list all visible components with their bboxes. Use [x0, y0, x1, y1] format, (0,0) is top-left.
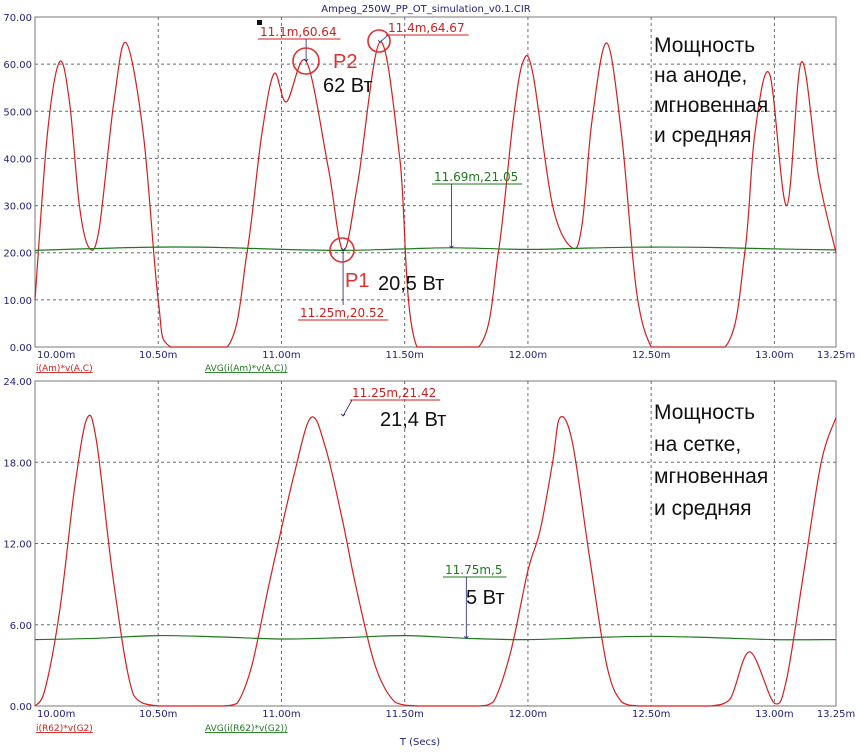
cursor-readout: 11.75m,5: [445, 563, 503, 577]
x-tick-label: 10.50m: [139, 709, 177, 720]
instant-power-series: [34, 414, 837, 707]
panel-description-line: Мощность: [654, 34, 755, 57]
y-tick-label: 70.00: [3, 13, 32, 24]
x-axis-label: T (Secs): [399, 737, 440, 748]
x-tick-label: 13.00m: [755, 709, 793, 720]
power-annotation: 21,4 Вт: [380, 409, 446, 431]
cursor-readout: 11.4m,64.67: [388, 21, 465, 35]
power-annotation: P1: [345, 270, 369, 292]
x-tick-label: 10.00m: [37, 709, 75, 720]
x-tick-label: 11.50m: [386, 350, 424, 361]
y-tick-label: 20.00: [3, 249, 32, 260]
highlight-circle: [329, 237, 355, 263]
y-tick-label: 40.00: [3, 154, 32, 165]
y-tick-label: 60.00: [3, 60, 32, 71]
x-tick-label: 12.50m: [632, 350, 670, 361]
average-power-series: [34, 246, 837, 252]
x-tick-label: 11.00m: [262, 709, 300, 720]
cursor-leader: [342, 399, 353, 417]
y-tick-label: 0.00: [10, 702, 32, 713]
cursor-point[interactable]: [449, 245, 454, 249]
y-tick-label: 18.00: [3, 458, 32, 469]
cursor-point[interactable]: [303, 58, 309, 62]
legend-entry[interactable]: AVG(i(Am)*v(A,C)): [205, 364, 287, 374]
x-tick-label: 10.50m: [139, 350, 177, 361]
panel-description-line: и средняя: [654, 124, 752, 147]
legend-entry[interactable]: i(Am)*v(A,C): [36, 364, 93, 374]
power-annotation: 20,5 Вт: [378, 273, 444, 295]
y-tick-label: 24.00: [3, 377, 32, 388]
cursor-point[interactable]: [464, 636, 469, 639]
panel-description-line: и средняя: [654, 497, 752, 520]
grid-power-panel: 0.00 6.00 12.00 18.00 24.00 10.00m 10.50m 11.00…: [3, 377, 855, 734]
panel-description-line: на аноде,: [654, 64, 747, 87]
y-tick-label: 0.00: [10, 343, 32, 354]
cursor-point[interactable]: [377, 39, 383, 43]
cursor-readout: 11.1m,60.64: [260, 25, 337, 39]
anode-power-panel: 0.00 10.00 20.00 30.00 40.00 50.00 60.00 70.00 1…: [3, 13, 855, 374]
panel-description-line: на сетке,: [654, 433, 741, 456]
power-annotation: 5 Вт: [466, 587, 505, 609]
x-tick-label: 10.00m: [37, 350, 75, 361]
chart-title: Ampeg_250W_PP_OT_simulation_v0.1.CIR: [321, 4, 531, 15]
x-tick-label: 12.00m: [509, 350, 547, 361]
y-tick-label: 30.00: [3, 202, 32, 213]
y-tick-label: 6.00: [10, 621, 32, 632]
cursor-readout: 11.25m,21.42: [352, 386, 436, 400]
x-tick-label: 12.00m: [509, 709, 547, 720]
x-tick-label: 13.00m: [755, 350, 793, 361]
y-tick-label: 50.00: [3, 107, 32, 118]
panel-description-line: Мощность: [654, 401, 755, 424]
cursor-handle[interactable]: [257, 20, 262, 25]
x-tick-label: 12.50m: [632, 709, 670, 720]
cursor-readout: 11.25m,20.52: [300, 306, 384, 320]
legend-entry[interactable]: AVG(i(R62)*v(G2)): [205, 724, 288, 734]
power-annotation: 62 Вт: [323, 75, 373, 97]
y-tick-label: 10.00: [3, 296, 32, 307]
cursor-readout: 11.69m,21.05: [434, 170, 518, 184]
x-tick-label: 13.25m: [817, 709, 855, 720]
highlight-circle: [292, 47, 320, 75]
highlight-circle: [367, 29, 391, 53]
power-annotation: P2: [333, 51, 357, 73]
average-power-series: [34, 634, 837, 641]
y-tick-label: 12.00: [3, 540, 32, 551]
x-tick-label: 11.50m: [386, 709, 424, 720]
cursor-point[interactable]: [340, 413, 346, 417]
panel-description-line: мгновенная: [654, 465, 768, 488]
instant-power-series: [34, 41, 837, 348]
legend-entry[interactable]: i(R62)*v(G2): [36, 724, 93, 734]
x-tick-label: 13.25m: [817, 350, 855, 361]
panel-description-line: мгновенная: [654, 94, 768, 117]
x-tick-label: 11.00m: [262, 350, 300, 361]
cursor-point[interactable]: [340, 247, 346, 251]
